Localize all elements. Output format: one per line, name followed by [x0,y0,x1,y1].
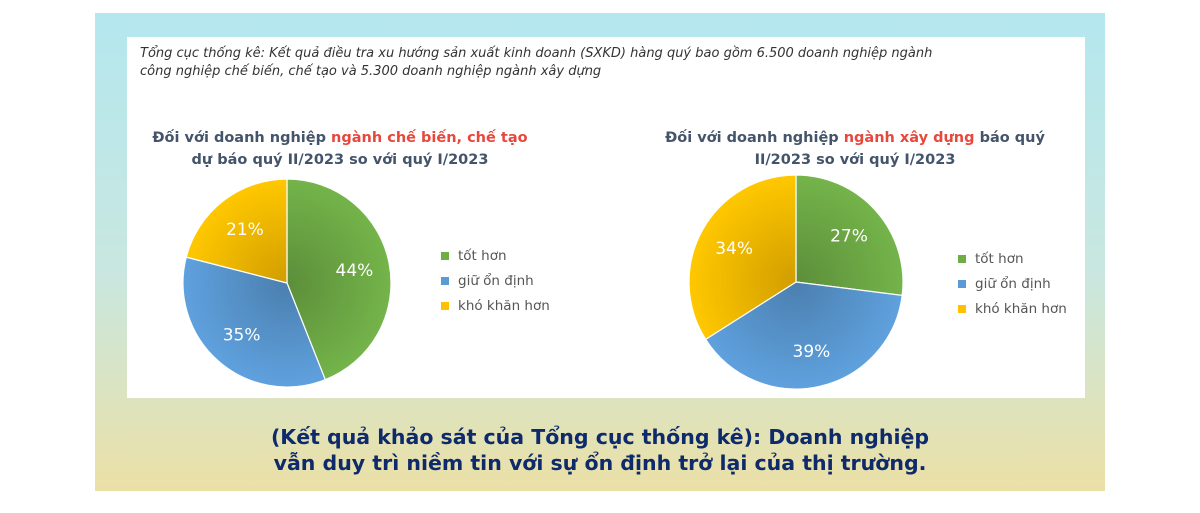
legend-chart-1: tốt hơn giữ ổn định khó khăn hơn [441,243,550,318]
legend-item-kho-khan-hon: khó khăn hơn [441,293,550,318]
pie-data-label: 44% [336,261,374,281]
chart-2-title-highlight: ngành xây dựng [843,130,975,146]
chart-2-title-suffix: báo quý [974,130,1045,146]
legend-chart-2: tốt hơn giữ ổn định khó khăn hơn [958,246,1067,321]
legend-swatch [441,276,449,285]
chart-1-title-line-2: dự báo quý II/2023 so với quý I/2023 [191,152,489,168]
legend-item-giu-on-dinh: giữ ổn định [441,268,550,293]
pie-slice-tot-hon [795,174,904,297]
source-note: Tổng cục thống kê: Kết quả điều tra xu h… [140,45,1020,81]
chart-1-title-prefix: Đối với doanh nghiệp [152,130,332,146]
pie-slice-kho-khan-hon [688,174,797,341]
chart-1-title-highlight: ngành chế biến, chế tạo [331,130,528,146]
pie-data-label: 35% [223,326,261,346]
legend-swatch [441,251,449,260]
legend-label: giữ ổn định [458,272,534,289]
source-note-line-2: công nghiệp chế biến, chế tạo và 5.300 d… [140,64,602,79]
caption-line-1: (Kết quả khảo sát của Tổng cục thống kê)… [270,425,930,449]
legend-item-kho-khan-hon: khó khăn hơn [958,296,1067,321]
pie-data-label: 27% [830,226,868,246]
caption-line-2: vẫn duy trì niềm tin với sự ổn định trở … [273,451,927,475]
legend-swatch [441,301,449,310]
pie-slice-kho-khan-hon [185,178,288,284]
source-note-line-1: Tổng cục thống kê: Kết quả điều tra xu h… [140,46,933,61]
legend-item-giu-on-dinh: giữ ổn định [958,271,1067,296]
legend-swatch [958,304,966,313]
legend-swatch [958,254,966,263]
pie-chart-manufacturing: 44% 35% 21% [182,178,392,388]
caption: (Kết quả khảo sát của Tổng cục thống kê)… [120,424,1080,476]
chart-2-title-line-2: II/2023 so với quý I/2023 [754,152,956,168]
legend-label: khó khăn hơn [458,297,550,314]
chart-2-title: Đối với doanh nghiệp ngành xây dựng báo … [645,127,1065,171]
chart-1-title: Đối với doanh nghiệp ngành chế biến, chế… [130,127,550,171]
chart-2-title-prefix: Đối với doanh nghiệp [665,130,844,146]
pie-slice-giu-on-dinh [182,256,327,388]
legend-label: tốt hơn [458,247,507,264]
legend-swatch [958,279,966,288]
pie-data-label: 21% [226,220,264,240]
legend-label: tốt hơn [975,250,1024,267]
pie-data-label: 34% [715,239,753,259]
pie-data-label: 39% [793,342,831,362]
legend-item-tot-hon: tốt hơn [441,243,550,268]
legend-item-tot-hon: tốt hơn [958,246,1067,271]
pie-slice-tot-hon [286,178,392,381]
legend-label: giữ ổn định [975,275,1051,292]
legend-label: khó khăn hơn [975,300,1067,317]
pie-chart-construction: 27% 39% 34% [688,174,904,390]
